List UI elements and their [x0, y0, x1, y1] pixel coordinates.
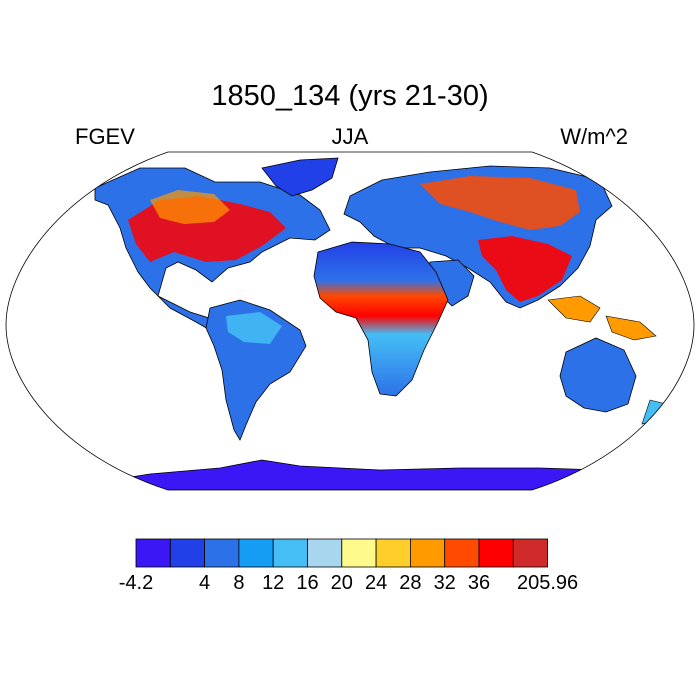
- australia: [559, 337, 637, 413]
- colorbar-tick-label: 4: [199, 572, 211, 594]
- colorbar-swatch: [135, 538, 171, 568]
- colorbar-swatch: [444, 538, 480, 568]
- colorbar-tick-label: -4.2: [118, 572, 154, 594]
- colorbar-swatch: [204, 538, 240, 568]
- antarctica: [59, 459, 661, 490]
- colorbar-swatch: [375, 538, 411, 568]
- variable-label: FGEV: [75, 124, 135, 149]
- south-america: [205, 299, 307, 441]
- colorbar-swatches: [135, 538, 548, 568]
- colorbar-swatch: [478, 538, 514, 568]
- colorbar-swatch: [169, 538, 206, 568]
- colorbar-tick-label: 12: [262, 572, 285, 594]
- map-outline: [5, 151, 695, 491]
- colorbar-tick-label: 32: [433, 572, 456, 594]
- south-america-warm: [226, 312, 282, 344]
- colorbar-tick-label: 24: [364, 572, 388, 594]
- south-asia-hotspot: [478, 236, 572, 302]
- map-title: 1850_134 (yrs 21-30): [211, 80, 489, 112]
- colorbar-tick-label: 20: [330, 572, 353, 594]
- colorbar-swatch: [341, 538, 377, 568]
- greenland: [261, 157, 339, 197]
- colorbar-swatch: [409, 538, 446, 568]
- season-label: JJA: [331, 124, 369, 149]
- colorbar-swatch: [307, 538, 343, 568]
- colorbar-tick-label: 8: [233, 572, 245, 594]
- colorbar-tick-label: 36: [467, 572, 491, 594]
- colorbar-swatch: [272, 538, 308, 568]
- colorbar-swatch: [238, 538, 274, 568]
- africa: [313, 241, 449, 397]
- north-america-warm: [150, 190, 230, 224]
- colorbar-tick-label: 205.96: [517, 572, 579, 594]
- colorbar-swatch: [512, 538, 548, 568]
- eurasia-hotspot: [420, 176, 580, 230]
- southeast-asia-islands: [547, 295, 657, 341]
- units-label: W/m^2: [560, 124, 628, 149]
- colorbar-tick-label: 16: [296, 572, 319, 594]
- colorbar-tick-label: 28: [399, 572, 422, 594]
